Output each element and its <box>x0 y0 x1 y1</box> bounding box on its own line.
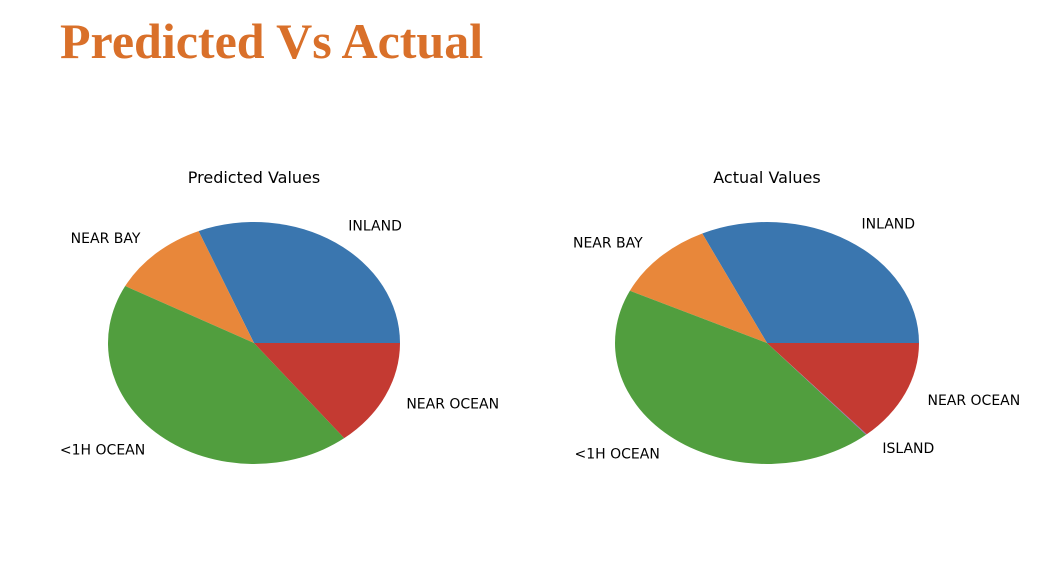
pie-labels-actual: INLAND NEAR BAY <1H OCEAN ISLAND NEAR OCEAN <box>573 216 1020 462</box>
pie-label-near-ocean: NEAR OCEAN <box>406 396 499 412</box>
pie-slice-near-ocean <box>254 343 400 439</box>
pie-slice-1h-ocean <box>615 290 867 464</box>
chart-title-predicted: Predicted Values <box>188 168 320 187</box>
pie-labels-predicted: INLAND NEAR BAY <1H OCEAN NEAR OCEAN <box>60 218 499 458</box>
pie-label-inland: INLAND <box>861 216 915 232</box>
pie-slice-1h-ocean <box>108 286 345 464</box>
pie-chart-predicted: Predicted Values INLAND NEAR BAY <1H OCEAN… <box>60 168 499 464</box>
pie-slice-near-ocean <box>767 343 919 435</box>
pie-label-near-bay: NEAR BAY <box>71 231 141 247</box>
pie-slice-island <box>767 343 867 435</box>
pie-slice-near-bay <box>125 231 254 343</box>
pie-slices-actual <box>615 222 919 464</box>
pie-label-1h-ocean: <1H OCEAN <box>60 443 145 459</box>
page-title: Predicted Vs Actual <box>60 13 484 69</box>
pie-slice-near-bay <box>629 233 767 343</box>
pie-slice-inland <box>198 222 400 343</box>
pie-label-1h-ocean: <1H OCEAN <box>574 446 659 462</box>
pie-label-island: ISLAND <box>882 441 934 457</box>
chart-title-actual: Actual Values <box>713 168 820 187</box>
pie-label-near-bay: NEAR BAY <box>573 235 643 251</box>
pie-slices-predicted <box>108 222 400 464</box>
pie-chart-actual: Actual Values INLAND NEAR BAY <1H OCEAN ISL… <box>573 168 1020 464</box>
pie-label-inland: INLAND <box>348 218 402 234</box>
pie-label-near-ocean: NEAR OCEAN <box>927 393 1020 409</box>
pie-slice-inland <box>702 222 919 343</box>
